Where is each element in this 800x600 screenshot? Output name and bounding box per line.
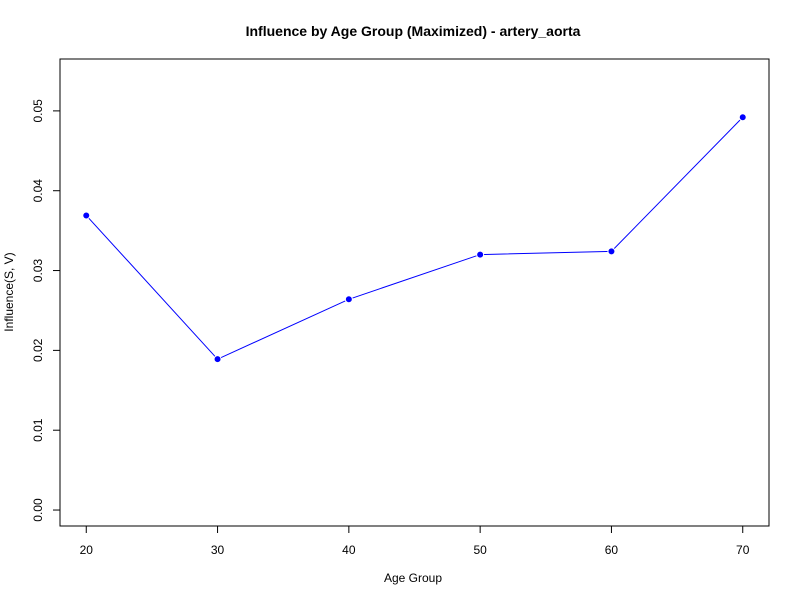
y-tick-label: 0.04 [31,179,45,203]
chart-title: Influence by Age Group (Maximized) - art… [246,23,581,39]
x-axis: 20 30 40 50 60 70 [80,526,750,557]
y-axis: 0.00 0.01 0.02 0.03 0.04 0.05 [31,99,60,522]
y-tick-label: 0.01 [31,418,45,442]
x-tick-label: 40 [342,543,356,557]
x-tick-label: 30 [211,543,225,557]
series-line [85,116,744,360]
x-tick-label: 20 [80,543,94,557]
x-tick-label: 50 [473,543,487,557]
y-tick-label: 0.00 [31,498,45,522]
data-point [82,211,91,220]
plot-frame [59,58,770,527]
y-tick-label: 0.02 [31,338,45,362]
data-point [738,113,747,122]
data-point [344,295,353,304]
data-point [476,250,485,259]
x-tick-label: 70 [736,543,750,557]
data-point [607,247,616,256]
y-axis-label: Influence(S, V) [2,252,16,331]
y-tick-label: 0.03 [31,259,45,283]
x-axis-label: Age Group [384,571,442,585]
data-point [213,355,222,364]
series-layer [82,113,747,364]
x-tick-label: 60 [605,543,619,557]
y-tick-label: 0.05 [31,99,45,123]
